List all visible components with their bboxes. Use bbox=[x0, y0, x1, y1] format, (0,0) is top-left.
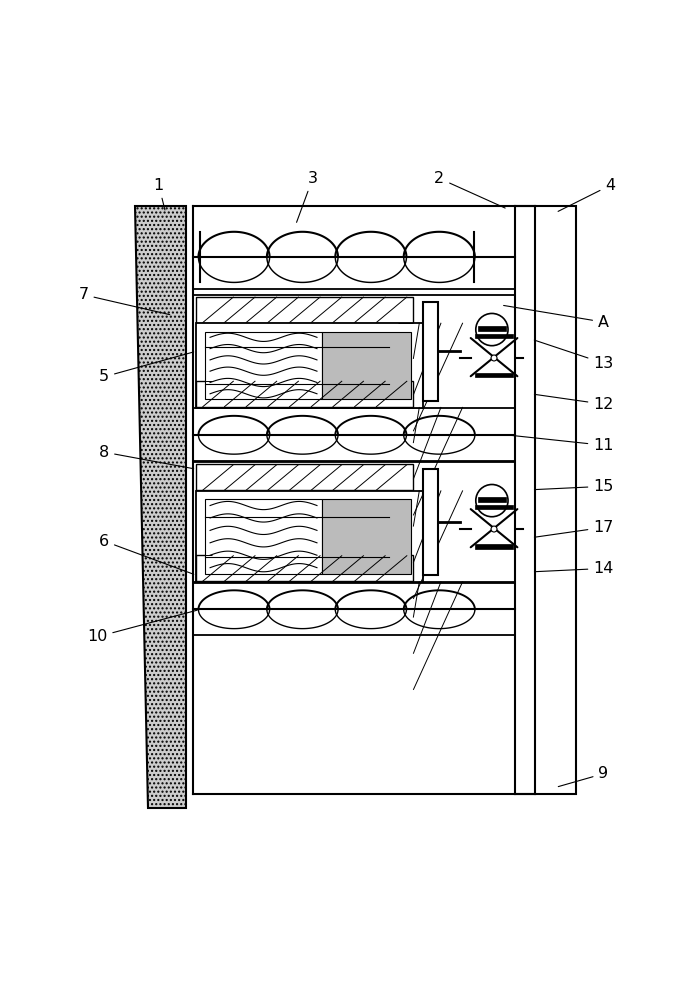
Bar bbox=[205, 499, 322, 574]
Bar bbox=[475, 373, 513, 377]
Text: 2: 2 bbox=[434, 171, 505, 208]
Circle shape bbox=[476, 484, 508, 517]
Circle shape bbox=[491, 355, 497, 361]
Bar bbox=[423, 302, 438, 401]
Bar bbox=[196, 297, 414, 323]
Polygon shape bbox=[135, 206, 186, 808]
Text: 11: 11 bbox=[510, 435, 613, 453]
Bar bbox=[478, 326, 506, 331]
Text: 14: 14 bbox=[534, 561, 613, 576]
Text: 1: 1 bbox=[154, 178, 165, 210]
Text: 4: 4 bbox=[558, 178, 616, 211]
Text: 8: 8 bbox=[99, 445, 194, 469]
Bar bbox=[475, 505, 513, 509]
Bar bbox=[322, 499, 412, 574]
Bar bbox=[535, 206, 576, 794]
Text: A: A bbox=[504, 305, 609, 330]
Text: 6: 6 bbox=[99, 534, 194, 574]
Bar bbox=[478, 497, 506, 502]
Text: 12: 12 bbox=[534, 394, 613, 412]
Bar bbox=[322, 332, 412, 399]
Text: 7: 7 bbox=[78, 287, 170, 315]
Text: 9: 9 bbox=[559, 766, 609, 787]
Circle shape bbox=[476, 313, 508, 346]
Bar bbox=[196, 464, 414, 490]
Bar bbox=[196, 555, 414, 581]
Bar bbox=[196, 323, 423, 408]
Text: 3: 3 bbox=[297, 171, 317, 222]
Bar bbox=[196, 381, 414, 407]
Bar bbox=[423, 469, 438, 575]
Bar bbox=[475, 544, 513, 549]
Text: 13: 13 bbox=[534, 340, 613, 371]
Text: 10: 10 bbox=[87, 610, 197, 644]
Bar bbox=[196, 491, 423, 582]
Bar bbox=[475, 334, 513, 338]
Circle shape bbox=[491, 526, 497, 532]
Text: 15: 15 bbox=[534, 479, 613, 494]
Bar bbox=[205, 332, 322, 399]
Text: 17: 17 bbox=[534, 520, 613, 537]
Text: 5: 5 bbox=[99, 352, 194, 384]
